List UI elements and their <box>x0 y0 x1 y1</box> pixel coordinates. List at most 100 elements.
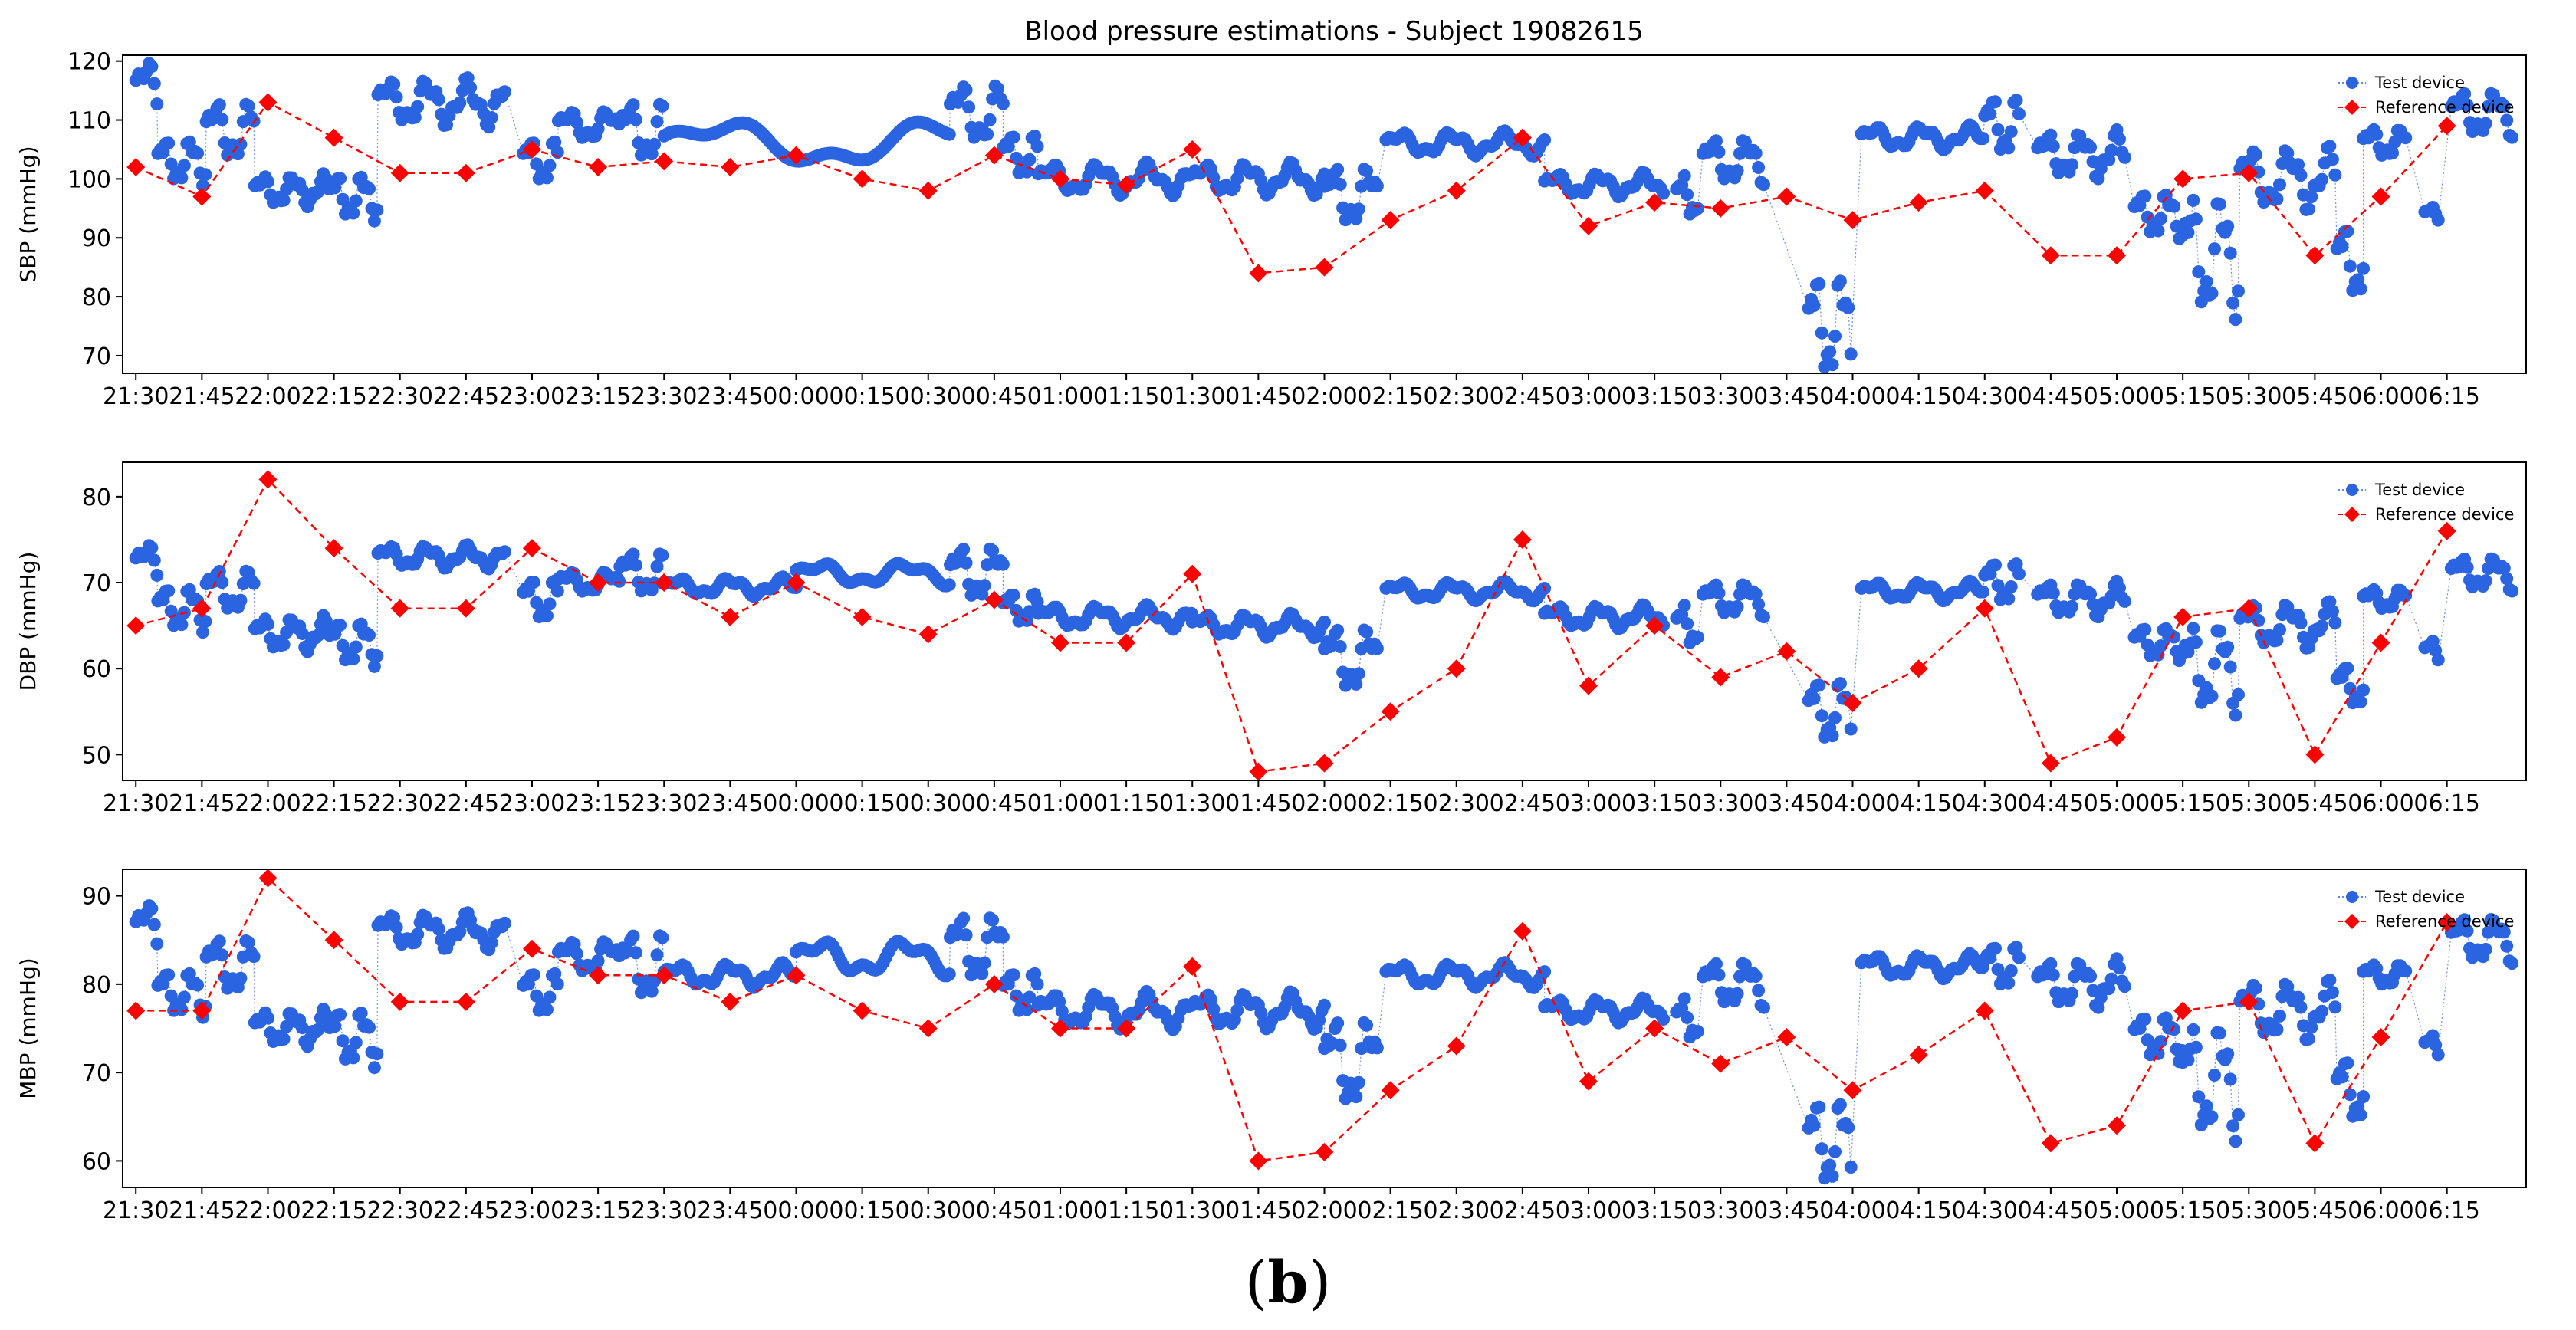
test-device-point <box>242 99 255 113</box>
x-tick-label: 00:15 <box>829 383 895 410</box>
panel-data <box>127 869 2519 1185</box>
test-device-point <box>1712 145 1726 159</box>
x-tick-label: 04:45 <box>2018 790 2084 817</box>
reference-device-point <box>1249 1151 1268 1171</box>
x-tick-label: 04:45 <box>2018 1197 2084 1224</box>
test-device-point <box>2341 1056 2354 1070</box>
test-device-point <box>540 609 554 622</box>
test-device-point <box>1677 599 1691 612</box>
test-device-point <box>2357 261 2371 275</box>
test-device-point <box>212 934 226 948</box>
reference-device-point <box>456 163 475 182</box>
panel-data <box>127 470 2519 780</box>
test-device-point <box>2431 213 2445 227</box>
test-device-point <box>1333 178 1347 191</box>
test-device-point <box>959 83 973 97</box>
test-device-point <box>656 931 669 944</box>
legend-reference-marker <box>2344 914 2360 929</box>
test-device-point <box>978 956 991 970</box>
test-device-point <box>1333 1039 1347 1053</box>
legend-test-label: Test device <box>2374 74 2465 92</box>
test-device-point <box>626 98 640 112</box>
test-device-point <box>2302 1032 2315 1046</box>
test-device-point <box>199 615 212 629</box>
test-device-point <box>1691 630 1704 644</box>
reference-device-point <box>1249 762 1268 780</box>
test-device-point <box>177 990 191 1004</box>
y-tick-label: 90 <box>82 884 111 911</box>
test-device-point <box>2151 224 2165 238</box>
test-device-point <box>2154 1035 2167 1049</box>
test-device-point <box>150 568 164 582</box>
x-tick-label: 03:00 <box>1556 383 1622 410</box>
reference-device-point <box>127 616 146 635</box>
test-device-point <box>2335 1070 2349 1084</box>
reference-device-point <box>655 573 674 593</box>
test-device-point <box>2370 127 2384 141</box>
reference-device-point <box>2108 727 2127 747</box>
reference-device-point <box>2174 1001 2193 1020</box>
x-tick-label: 03:45 <box>1753 790 1819 817</box>
test-device-point <box>1352 1075 1365 1089</box>
x-tick-label: 03:15 <box>1622 1197 1687 1224</box>
test-device-point <box>2013 107 2026 121</box>
test-device-point <box>147 553 161 567</box>
test-device-point <box>1360 1018 1374 1032</box>
test-device-point <box>387 77 401 91</box>
x-tick-label: 23:15 <box>565 1197 631 1224</box>
reference-device-point <box>589 158 608 177</box>
test-device-point <box>2292 990 2305 1004</box>
test-device-point <box>349 194 363 208</box>
test-device-point <box>311 1023 325 1036</box>
test-device-point <box>1318 998 1331 1012</box>
x-tick-label: 00:00 <box>763 383 829 410</box>
reference-device-point <box>1711 1054 1730 1073</box>
test-device-point <box>2315 1004 2329 1018</box>
y-tick-label: 100 <box>67 166 111 193</box>
reference-device-point <box>1447 659 1466 678</box>
x-tick-label: 02:30 <box>1424 1197 1490 1224</box>
test-device-point <box>2399 964 2413 978</box>
test-device-point <box>2004 125 2018 139</box>
test-device-point <box>1028 130 1042 143</box>
test-device-point <box>1370 642 1384 655</box>
test-device-point <box>196 626 209 639</box>
test-device-point <box>432 93 445 107</box>
test-device-point <box>942 967 956 981</box>
test-device-point <box>328 1020 342 1033</box>
x-tick-label: 22:00 <box>235 790 301 817</box>
test-device-point <box>247 950 261 964</box>
test-device-point <box>261 617 274 631</box>
x-tick-label: 04:00 <box>1819 383 1885 410</box>
legend: Test device Reference device <box>2338 481 2514 524</box>
test-device-point <box>2505 957 2519 970</box>
test-device-point <box>1844 722 1858 736</box>
reference-device-point <box>2437 913 2456 932</box>
test-device-point <box>215 948 229 962</box>
reference-device-point <box>787 966 806 985</box>
test-device-point <box>145 60 159 74</box>
test-device-point <box>2223 1072 2237 1086</box>
test-device-point <box>363 182 376 195</box>
x-tick-label: 05:15 <box>2150 790 2216 817</box>
test-device-point <box>1352 667 1365 681</box>
x-tick-label: 03:30 <box>1687 383 1753 410</box>
test-device-point <box>1020 165 1033 179</box>
test-device-point <box>2084 587 2098 601</box>
test-device-point <box>2354 1108 2367 1121</box>
test-device-point <box>370 1047 384 1061</box>
x-tick-label: 01:00 <box>1027 790 1093 817</box>
test-device-point <box>1710 957 1723 970</box>
test-device-point <box>996 930 1010 944</box>
test-device-point <box>1752 161 1766 174</box>
y-tick-label: 60 <box>82 1148 111 1175</box>
test-device-point <box>1333 640 1347 653</box>
test-device-point <box>2004 580 2018 593</box>
test-device-point <box>147 918 161 931</box>
test-device-point <box>2002 141 2016 155</box>
test-device-point <box>2479 574 2492 588</box>
test-device-point <box>1710 134 1723 148</box>
test-device-point <box>2226 296 2240 310</box>
x-tick-label: 22:15 <box>301 1197 366 1224</box>
test-device-point <box>150 937 164 951</box>
